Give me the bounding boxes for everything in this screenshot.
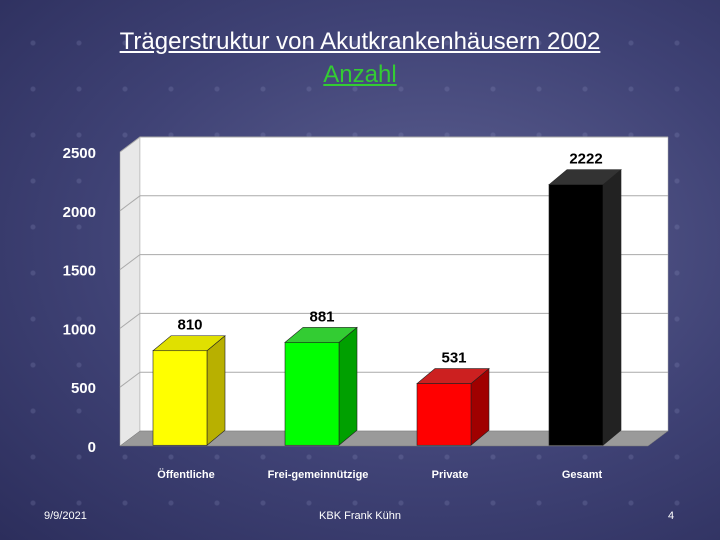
gridline: [119, 254, 668, 271]
slide-subtitle: Anzahl: [323, 61, 397, 88]
x-category-label: Private: [432, 469, 469, 481]
gridline: [119, 371, 668, 388]
bar-side: [206, 335, 226, 446]
page-number: 4: [668, 510, 675, 522]
data-label: 810: [177, 317, 202, 334]
y-tick-label: 0: [88, 439, 96, 456]
footer-author: KBK Frank Kühn: [319, 510, 401, 522]
data-label: 2222: [569, 151, 602, 168]
data-label: 531: [441, 350, 466, 367]
gridline: [119, 312, 668, 329]
x-category-label: Frei-gemeinnützige: [268, 469, 369, 481]
y-tick-label: 2000: [63, 204, 96, 221]
x-category-label: Öffentliche: [157, 468, 214, 481]
data-label: 881: [309, 308, 334, 325]
x-category-label: Gesamt: [562, 469, 603, 481]
bar-side: [338, 326, 358, 446]
y-tick-label: 1500: [63, 263, 96, 280]
slide-title: Trägerstruktur von Akutkrankenhäusern 20…: [119, 28, 601, 55]
y-tick-label: 2500: [63, 145, 96, 162]
bar: [416, 383, 472, 446]
bar: [284, 342, 340, 446]
chart-floor: [119, 430, 669, 447]
y-tick-label: 500: [71, 380, 96, 397]
side-wall: [119, 136, 141, 447]
y-tick-label: 1000: [63, 321, 96, 338]
gridline: [119, 136, 668, 153]
footer-date: 9/9/2021: [44, 510, 87, 522]
bar: [152, 350, 208, 446]
bar-side: [602, 169, 622, 446]
gridline: [119, 195, 668, 212]
bar: [548, 184, 604, 446]
